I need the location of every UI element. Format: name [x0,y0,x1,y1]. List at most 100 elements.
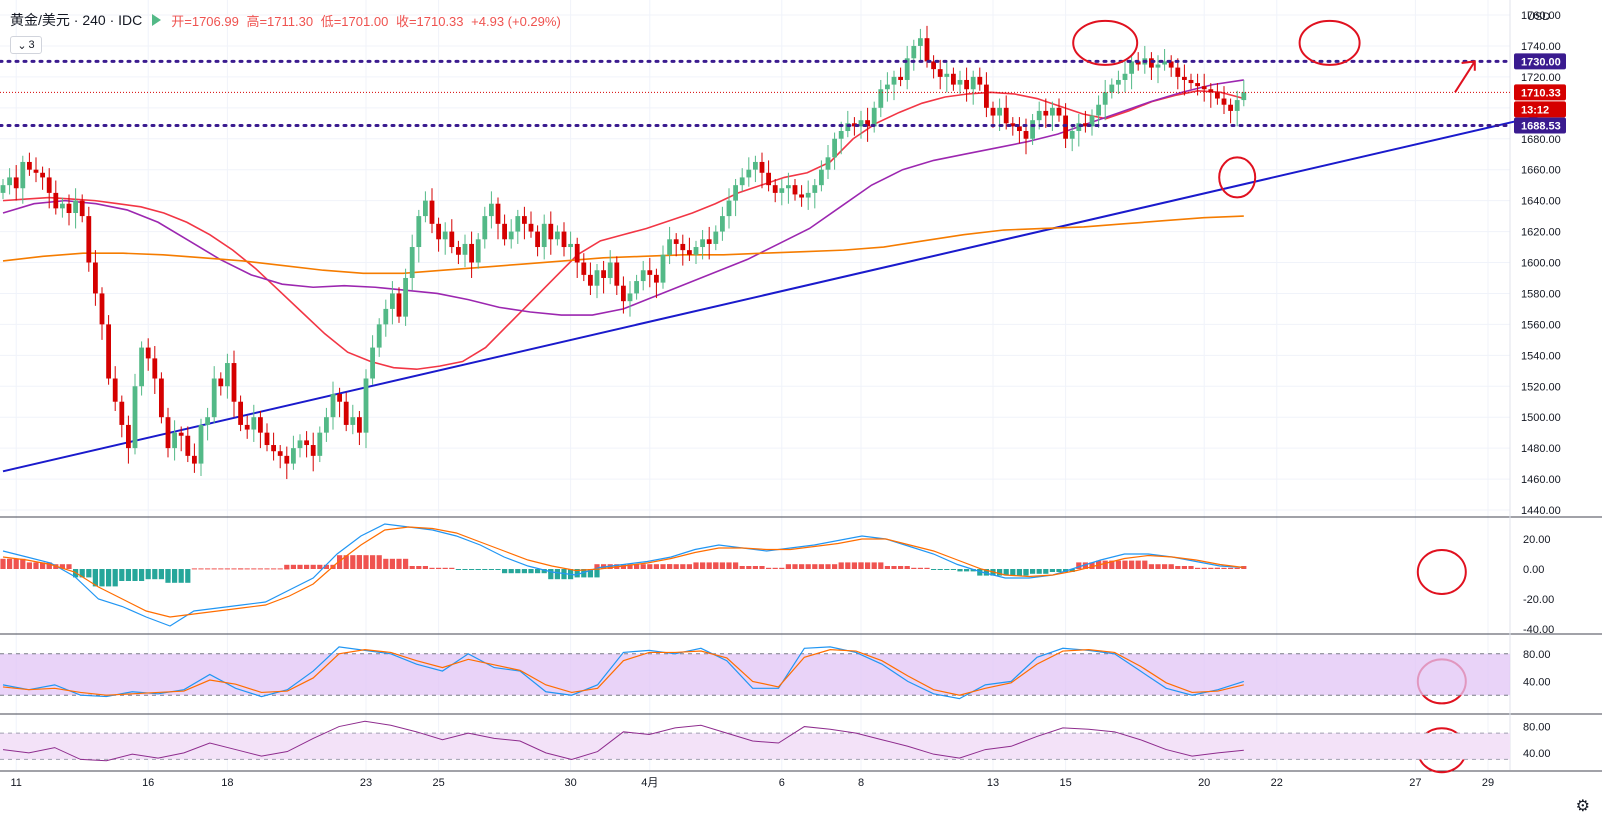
macd-histogram-bar [112,569,118,587]
candle [330,381,336,430]
candle-body [891,76,897,85]
macd-line [2,523,1244,627]
macd-pane [0,523,1247,627]
candle-body [172,432,177,449]
candle-body [310,445,316,456]
candle [1050,101,1055,132]
macd-histogram-bar [403,558,409,569]
candle-body [904,58,910,80]
candle-body [1208,89,1214,93]
candle [799,185,804,207]
candle [779,178,785,206]
candle-body [119,401,125,425]
macd-histogram-bar [257,568,263,570]
macd-tick-label: -20.00 [1523,594,1554,606]
candle [634,274,639,300]
high-value: 高=1711.30 [246,13,314,29]
indicator-toggle[interactable]: ⌄ 3 [10,36,42,54]
candle [640,260,646,291]
candle-body [73,200,78,213]
macd-histogram-bar [1201,567,1207,569]
candle [667,226,672,265]
macd-histogram-bar [46,564,52,569]
macd-histogram-bar [759,566,765,569]
macd-histogram-bar [251,568,257,570]
candle [825,144,831,179]
macd-histogram-bar [574,569,580,578]
candle [601,260,606,294]
macd-histogram-bar [970,569,976,572]
stoch-pane [0,646,1510,700]
gear-icon[interactable]: ⚙ [1575,798,1590,815]
macd-histogram-bar [904,567,910,569]
macd-histogram-bar [119,569,125,581]
candle [310,432,316,472]
candle-body [469,243,474,263]
symbol-label[interactable]: 黄金/美元 · 240 · IDC [10,12,143,28]
time-axis[interactable]: 11 16 18 23 25 30 4月 6 8 13 15 20 22 27 29 [10,777,1494,789]
macd-histogram-bar [812,564,818,569]
candle-body [944,73,950,77]
candle [1056,98,1062,122]
candle-body [1063,115,1068,139]
candle-body [660,254,666,283]
macd-histogram-bar [1030,569,1036,574]
candle [944,61,950,93]
price-tick-label: 1680.00 [1521,134,1561,146]
candle [508,219,514,249]
candle [350,404,356,435]
candle-body [535,231,540,248]
candle-body [1195,83,1200,87]
candle-body [1056,107,1062,116]
macd-histogram-bar [653,564,659,569]
candle-body [733,185,738,201]
price-tag-support: 1688.53 [1521,121,1561,133]
macd-histogram-bar [660,564,666,569]
candle-body [838,131,844,139]
candle-body [621,285,626,302]
macd-histogram-bar [1082,562,1088,569]
price-tick-label: 1660.00 [1521,165,1561,177]
macd-histogram-bar [739,566,745,569]
macd-histogram-bar [977,569,983,576]
time-tick-label: 22 [1271,777,1283,789]
candle [845,110,851,138]
candle-body [165,417,171,449]
candle-body [258,417,263,433]
candle-body [27,161,32,170]
candle-body [238,401,243,425]
candle [687,237,692,261]
macd-histogram-bar [403,566,409,569]
candle-body [442,231,448,240]
macd-histogram-bar [271,568,277,570]
candle [1175,58,1181,90]
macd-histogram-bar [1135,560,1141,569]
candle [984,72,989,118]
candle [291,435,296,470]
candle [1030,114,1035,145]
macd-histogram-bar [1036,569,1042,574]
candle [343,392,349,432]
macd-histogram-bar [343,555,349,569]
candle [126,415,131,464]
candle-body [951,73,956,85]
candle [502,214,507,246]
macd-histogram-bar [205,568,211,570]
macd-histogram-bar [878,562,884,569]
macd-histogram-bar [152,569,158,580]
candle-body [819,169,824,186]
price-axis[interactable]: 1440.00 1460.00 1480.00 1500.00 1520.00 1540.… [1514,10,1566,760]
candle [383,299,389,337]
candle-body [370,347,375,379]
candle [20,155,26,204]
candle [574,237,580,278]
candle [588,262,593,295]
candle [957,70,963,94]
macd-histogram-bar [581,569,587,578]
candle [119,395,125,438]
candle [1102,79,1108,121]
ohlc-values: 开=1706.99 高=1711.30 低=1701.00 收=1710.33 … [171,11,565,30]
macd-histogram-bar [779,567,785,569]
candle-body [541,223,547,248]
